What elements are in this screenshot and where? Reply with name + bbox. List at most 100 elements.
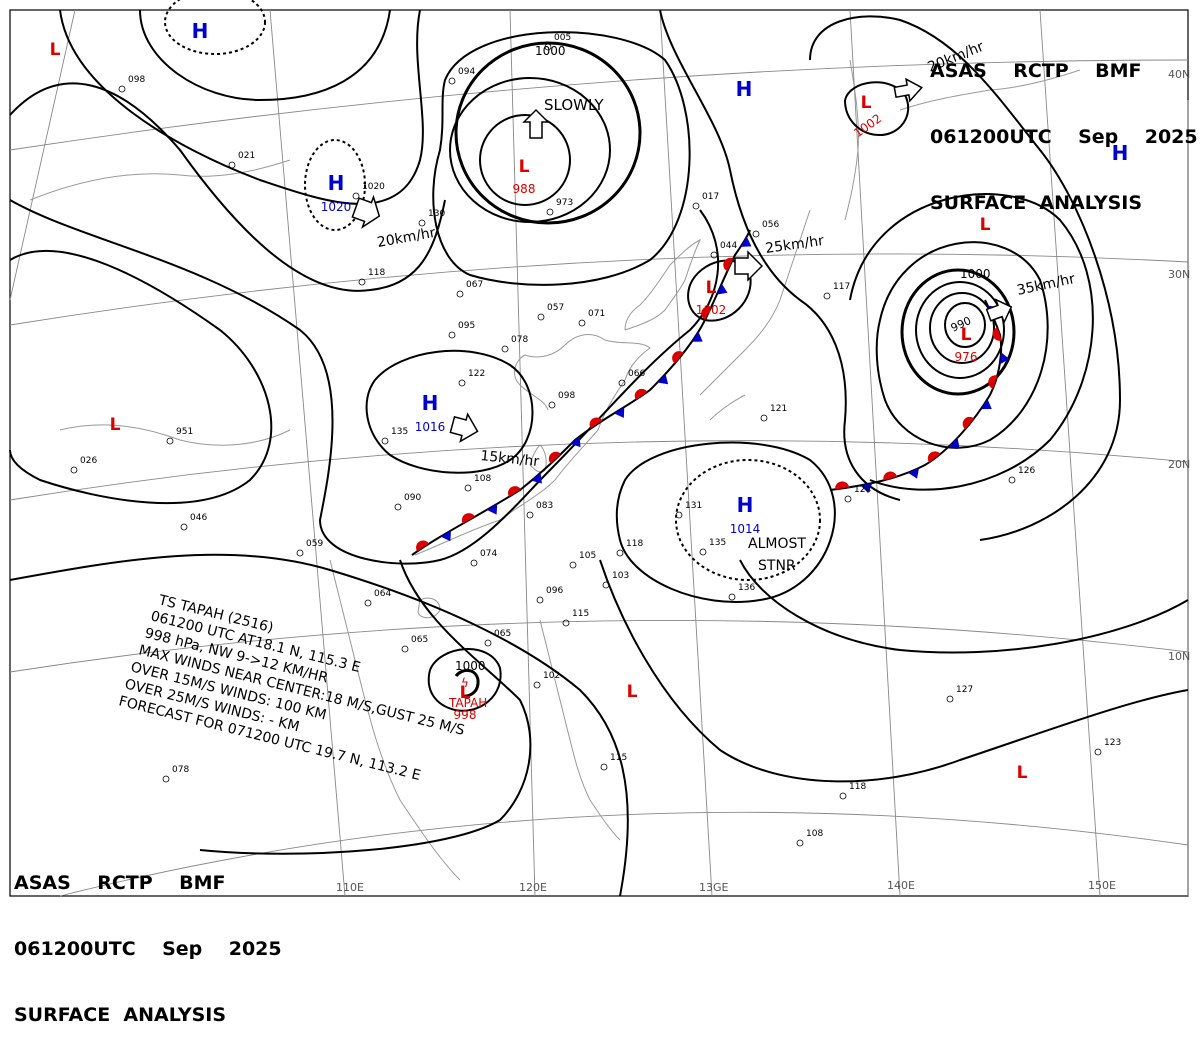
- header-line-title: SURFACE ANALYSIS: [14, 1004, 227, 1026]
- station-circle: [546, 208, 554, 216]
- station-pressure: 021: [238, 151, 255, 161]
- station-pressure: 074: [480, 549, 497, 559]
- lon-label: 150E: [1088, 879, 1116, 892]
- korea-coast: [624, 238, 702, 331]
- cold-front-symbol: [716, 283, 728, 295]
- weather-station: 078: [162, 765, 189, 783]
- motion-text-15kmhr: 15km/hr: [480, 448, 540, 470]
- isobar-northeast-low: [844, 81, 910, 137]
- station-pressure: 108: [806, 829, 823, 839]
- china-coast: [414, 334, 651, 556]
- weather-station: 090: [394, 493, 421, 511]
- cold-front-symbol: [980, 399, 992, 410]
- station-circle: [501, 345, 509, 353]
- cold-front-symbol: [531, 472, 542, 484]
- high-letter: H: [328, 171, 345, 195]
- weather-station: 017: [692, 192, 719, 210]
- station-pressure: 056: [762, 220, 779, 230]
- station-circle: [394, 503, 402, 511]
- high-letter: H: [192, 19, 209, 43]
- station-pressure: 026: [80, 456, 97, 466]
- lat-lon-grid: [9, 9, 1189, 897]
- station-circle: [616, 549, 624, 557]
- station-pressure: 098: [128, 75, 145, 85]
- motion-arrow-slowly: [522, 108, 550, 139]
- weather-station: 123: [1094, 738, 1121, 756]
- motion-arrow-1020-high: [351, 194, 381, 229]
- pressure-value: 976: [955, 350, 978, 364]
- weather-station: 1020: [352, 182, 385, 200]
- station-circle: [569, 561, 577, 569]
- low-pressure-center: L: [110, 415, 121, 435]
- weather-station: 021: [228, 151, 255, 169]
- station-circle: [562, 619, 570, 627]
- station-pressure: 135: [709, 538, 726, 548]
- station-pressure: 065: [411, 635, 428, 645]
- weather-station: 098: [548, 391, 575, 409]
- weather-station: 121: [760, 404, 787, 422]
- station-pressure: 118: [849, 782, 866, 792]
- low-letter: L: [110, 415, 121, 435]
- weather-station: 118: [616, 539, 643, 557]
- station-circle: [618, 379, 626, 387]
- latitude-line-30n: [9, 253, 1189, 326]
- weather-station: 118: [358, 268, 385, 286]
- lon-label: 120E: [519, 881, 547, 894]
- isobars: [9, 0, 1189, 897]
- warm-front-symbol: [992, 327, 1002, 341]
- pressure-value: 1002: [696, 303, 727, 317]
- low-letter: L: [1017, 763, 1028, 783]
- low-letter: L: [627, 682, 638, 702]
- weather-station: 065: [401, 635, 428, 653]
- station-pressure: 096: [546, 586, 563, 596]
- cold-front-symbol: [691, 331, 703, 342]
- cold-front-symbol: [949, 437, 960, 449]
- isobar-pacific-big: [599, 559, 1189, 783]
- low-pressure-center: L: [980, 215, 991, 235]
- longitude-line-140e: [849, 9, 901, 897]
- isobar-east-outer-1: [875, 241, 1049, 449]
- station-circle: [458, 379, 466, 387]
- station-pressure: 136: [738, 583, 755, 593]
- weather-station: 130: [418, 209, 445, 227]
- station-circle: [456, 290, 464, 298]
- weather-station: 098: [118, 75, 145, 93]
- weather-station: 074: [470, 549, 497, 567]
- station-pressure: 127: [956, 685, 973, 695]
- motion-arrow-northeast-low: [893, 77, 923, 103]
- weather-station: 115: [600, 753, 627, 771]
- isobar-northlow-outer: [432, 31, 691, 286]
- isobar-label: 1000: [455, 659, 486, 673]
- cold-front-symbol: [860, 483, 873, 494]
- low-pressure-center: L: [627, 682, 638, 702]
- weather-station: 105: [569, 551, 596, 569]
- pressure-value: 1020: [321, 200, 352, 214]
- typhoon-symbol: ϟ: [454, 669, 480, 698]
- high-pressure-center: H: [736, 77, 753, 101]
- header-line-time: 061200UTC Sep 2025: [930, 126, 1198, 148]
- warm-front-symbol: [988, 375, 998, 389]
- isobar-northeast-1: [809, 15, 1122, 541]
- low-letter: L: [460, 683, 471, 703]
- weather-station: 102: [533, 671, 560, 689]
- header-top-right: ASAS RCTP BMF 061200UTC Sep 2025 SURFACE…: [930, 16, 1198, 236]
- station-plots: 005 094 098 065 067 095 122 135 057 071 078 098 108 0…: [70, 33, 1121, 847]
- weather-station: 059: [296, 539, 323, 557]
- station-circle: [358, 278, 366, 286]
- lat-label: 10N: [1168, 650, 1190, 663]
- station-pressure: 059: [306, 539, 323, 549]
- high-pressure-center: H 1014: [730, 493, 761, 536]
- station-circle: [578, 319, 586, 327]
- pressure-value: 1016: [415, 420, 446, 434]
- weather-station: 973: [546, 198, 573, 216]
- station-circle: [118, 85, 126, 93]
- high-letter: H: [1112, 141, 1129, 165]
- isobar-north-high-dashed: [164, 0, 266, 55]
- cold-front-symbol: [999, 352, 1010, 365]
- low-letter: L: [980, 215, 991, 235]
- warm-front-symbol: [701, 306, 712, 320]
- isobar-label: 1000: [535, 44, 566, 58]
- low-pressure-center: L 976: [955, 325, 978, 364]
- station-pressure: 083: [536, 501, 553, 511]
- station-circle: [1094, 748, 1102, 756]
